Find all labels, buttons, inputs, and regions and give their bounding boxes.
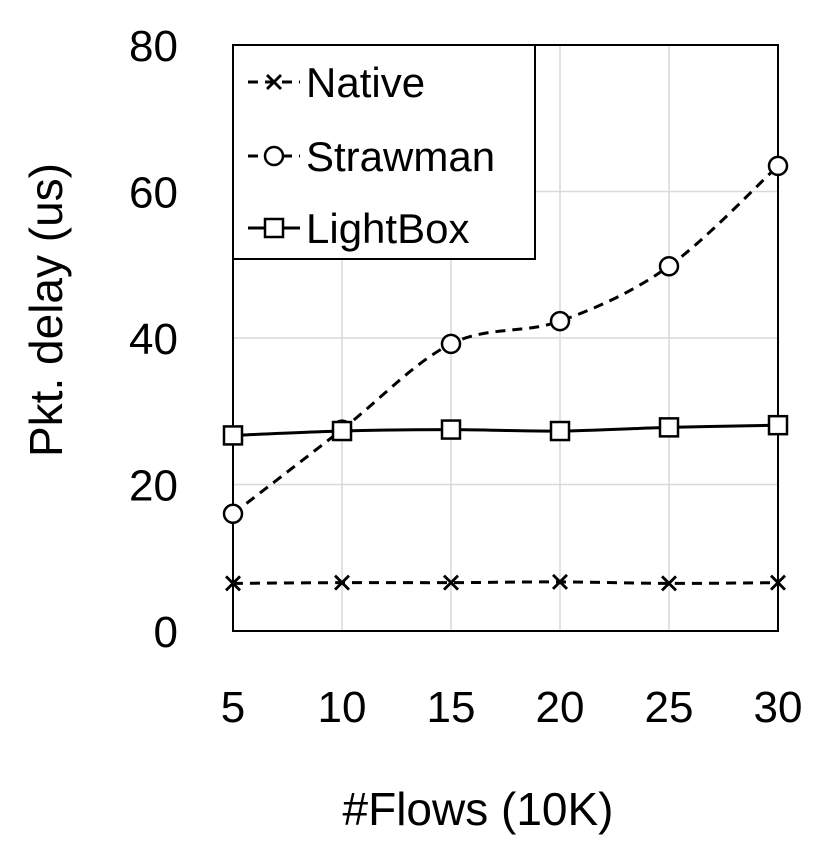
legend: Native Strawman LightBox <box>232 44 536 260</box>
legend-item-native: Native <box>248 59 425 106</box>
x-marker <box>225 575 241 592</box>
y-axis-title: Pkt. delay (us) <box>20 163 72 457</box>
x-tick-label: 30 <box>754 683 803 732</box>
circle-marker <box>549 310 571 332</box>
x-marker <box>443 574 459 591</box>
square-marker <box>331 420 353 442</box>
square-marker <box>549 420 571 442</box>
y-tick-label: 60 <box>129 169 178 218</box>
x-axis-title: #Flows (10K) <box>343 783 614 835</box>
series-lightbox <box>222 414 789 446</box>
square-marker <box>658 417 680 438</box>
x-marker <box>334 574 350 591</box>
x-axis-ticks: 5 10 15 20 25 30 <box>221 683 803 732</box>
x-marker <box>770 574 786 591</box>
series-group <box>222 155 789 592</box>
y-axis-ticks: 0 20 40 60 80 <box>129 22 178 657</box>
x-marker <box>661 575 677 592</box>
x-marker <box>552 573 568 590</box>
x-tick-label: 10 <box>318 683 367 732</box>
legend-label: LightBox <box>306 205 469 252</box>
square-marker <box>440 419 462 440</box>
square-marker <box>767 414 789 436</box>
x-tick-label: 5 <box>221 683 245 732</box>
series-line-native <box>232 580 779 585</box>
circle-marker <box>767 155 789 177</box>
circle-marker <box>222 503 244 525</box>
x-tick-label: 25 <box>645 683 694 732</box>
legend-items: Native Strawman LightBox <box>248 59 495 252</box>
y-tick-label: 20 <box>129 462 178 511</box>
legend-item-strawman: Strawman <box>248 133 495 180</box>
series-native <box>225 573 786 592</box>
y-tick-label: 0 <box>154 608 178 657</box>
x-marker <box>266 74 282 90</box>
y-tick-label: 80 <box>129 22 178 71</box>
y-tick-label: 40 <box>129 315 178 364</box>
circle-marker <box>263 145 285 167</box>
circle-marker <box>440 333 462 355</box>
x-tick-label: 15 <box>427 683 476 732</box>
legend-item-lightbox: LightBox <box>248 205 469 252</box>
series-line-strawman <box>232 164 780 515</box>
legend-label: Native <box>306 59 425 106</box>
series-line-lightbox <box>232 423 779 437</box>
square-marker <box>263 217 285 239</box>
circle-marker <box>658 255 680 277</box>
legend-label: Strawman <box>306 133 495 180</box>
x-tick-label: 20 <box>536 683 585 732</box>
square-marker <box>222 425 244 446</box>
